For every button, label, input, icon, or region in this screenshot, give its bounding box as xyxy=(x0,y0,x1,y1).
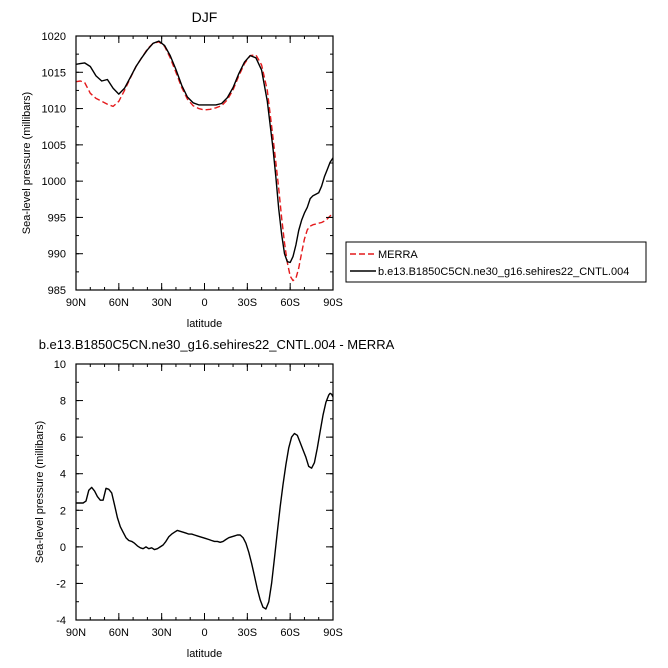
chart-panel-1: DJF 90N 60N 30N 0 30S 60S 90S 985 990 995 1000 1005 1… xyxy=(21,9,647,330)
x-tick-label: 60N xyxy=(109,297,129,309)
chart-title: b.e13.B1850C5CN.ne30_g16.sehires22_CNTL.… xyxy=(39,337,395,352)
y-tick-label: 8 xyxy=(60,396,66,408)
y-tick-label: 6 xyxy=(60,432,66,444)
y-tick-label: 990 xyxy=(48,249,66,261)
x-tick-label: 90S xyxy=(323,297,343,309)
x-tick-label: 30N xyxy=(152,297,172,309)
x-tick-label: 90S xyxy=(323,627,343,639)
legend-label: b.e13.B1850C5CN.ne30_g16.sehires22_CNTL.… xyxy=(378,266,629,278)
y-tick-label: 1000 xyxy=(42,176,66,188)
y-tick-label: 0 xyxy=(60,542,66,554)
y-axis-label: Sea-level pressure (millibars) xyxy=(34,421,46,563)
series-group xyxy=(76,40,333,282)
y-tick-label: 1005 xyxy=(42,140,66,152)
x-tick-label: 30S xyxy=(238,297,258,309)
x-tick-label: 30N xyxy=(152,627,172,639)
y-tick-label: 995 xyxy=(48,212,66,224)
y-tick-label: 1020 xyxy=(42,31,66,43)
x-tick-label: 60S xyxy=(280,627,300,639)
series-group xyxy=(76,392,333,610)
y-axis-label: Sea-level pressure (millibars) xyxy=(21,92,33,234)
y-tick-label: 4 xyxy=(60,469,66,481)
chart-title: DJF xyxy=(192,9,218,25)
y-tick-label: 10 xyxy=(54,359,66,371)
series-line-b-e13-b1850c5cn-ne30-g16-sehir xyxy=(76,40,333,264)
x-tick-label: 30S xyxy=(238,627,258,639)
x-tick-label: 60S xyxy=(280,297,300,309)
x-tick-label: 0 xyxy=(201,627,207,639)
x-axis-label: latitude xyxy=(187,318,222,330)
series-line-difference xyxy=(76,392,333,610)
legend-box xyxy=(345,241,647,283)
x-tick-label: 90N xyxy=(66,627,86,639)
chart-panel-2: b.e13.B1850C5CN.ne30_g16.sehires22_CNTL.… xyxy=(34,337,395,660)
y-tick-label: 2 xyxy=(60,505,66,517)
y-tick-label: 985 xyxy=(48,285,66,297)
legend: MERRA b.e13.B1850C5CN.ne30_g16.sehires22_… xyxy=(345,241,647,283)
y-tick-label: -4 xyxy=(56,615,66,627)
plot-frame xyxy=(75,363,334,621)
x-tick-label: 0 xyxy=(201,297,207,309)
y-tick-label: -2 xyxy=(56,578,66,590)
x-axis-label: latitude xyxy=(187,648,222,660)
legend-label: MERRA xyxy=(378,249,418,261)
y-tick-label: 1010 xyxy=(42,104,66,116)
x-tick-label: 60N xyxy=(109,627,129,639)
series-line-merra xyxy=(76,41,333,282)
x-tick-label: 90N xyxy=(66,297,86,309)
y-tick-label: 1015 xyxy=(42,67,66,79)
